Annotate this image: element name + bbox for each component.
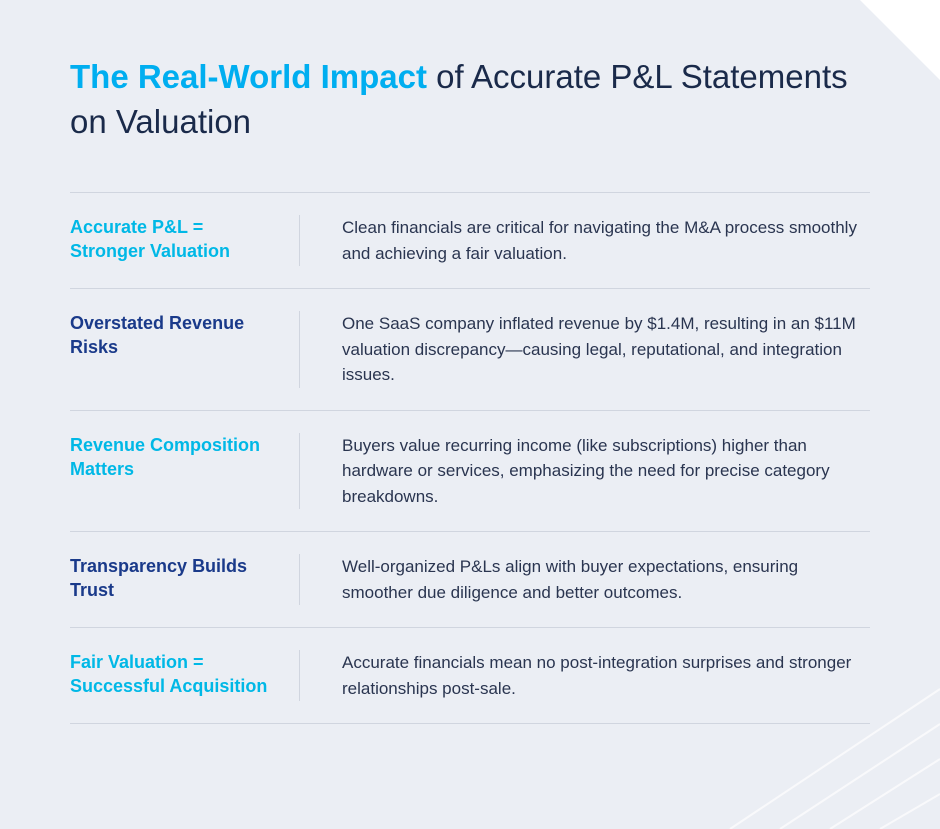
table-row: Overstated Revenue RisksOne SaaS company… — [70, 289, 870, 411]
page-title: The Real-World Impact of Accurate P&L St… — [70, 55, 870, 144]
row-description: Buyers value recurring income (like subs… — [300, 433, 870, 510]
row-description: One SaaS company inflated revenue by $1.… — [300, 311, 870, 388]
title-highlight: The Real-World Impact — [70, 58, 427, 95]
table-row: Accurate P&L = Stronger ValuationClean f… — [70, 192, 870, 289]
impact-table: Accurate P&L = Stronger ValuationClean f… — [70, 192, 870, 724]
row-label: Accurate P&L = Stronger Valuation — [70, 215, 300, 266]
content-container: The Real-World Impact of Accurate P&L St… — [0, 0, 940, 764]
row-label: Transparency Builds Trust — [70, 554, 300, 605]
row-description: Accurate financials mean no post-integra… — [300, 650, 870, 701]
row-label: Fair Valuation = Successful Acquisition — [70, 650, 300, 701]
table-row: Revenue Composition MattersBuyers value … — [70, 411, 870, 533]
table-row: Fair Valuation = Successful AcquisitionA… — [70, 628, 870, 724]
table-row: Transparency Builds TrustWell-organized … — [70, 532, 870, 628]
row-description: Clean financials are critical for naviga… — [300, 215, 870, 266]
row-label: Revenue Composition Matters — [70, 433, 300, 510]
row-description: Well-organized P&Ls align with buyer exp… — [300, 554, 870, 605]
row-label: Overstated Revenue Risks — [70, 311, 300, 388]
